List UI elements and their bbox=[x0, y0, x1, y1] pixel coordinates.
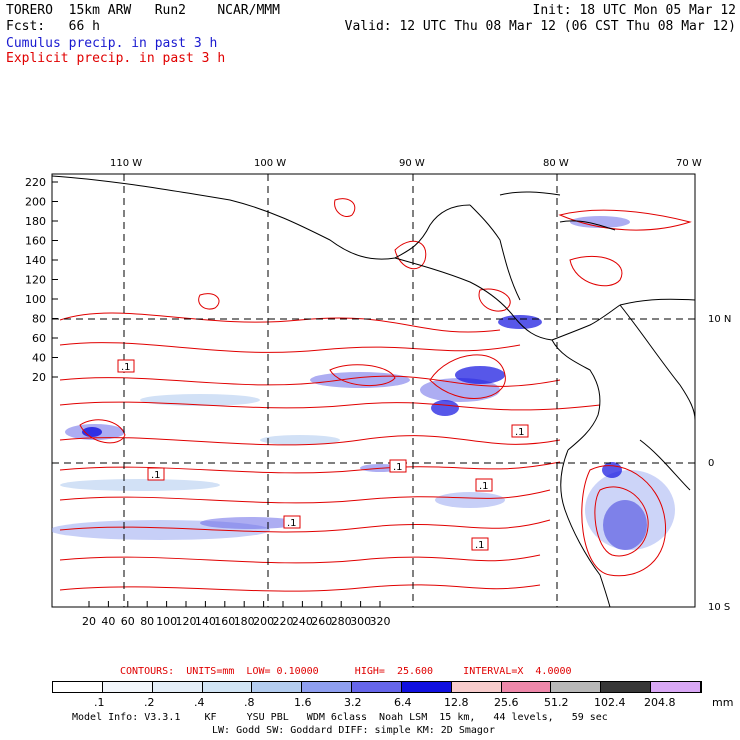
cumulus-field-label: Cumulus precip. in past 3 h bbox=[6, 36, 218, 51]
latitude-labels: 10 N 0 10 S bbox=[708, 314, 731, 613]
x-tick-label: 60 bbox=[121, 615, 135, 628]
lon-label: 70 W bbox=[676, 158, 702, 169]
valid-time: Valid: 12 UTC Thu 08 Mar 12 (06 CST Thu … bbox=[344, 19, 736, 34]
contour-label: .1 bbox=[515, 427, 525, 438]
lat-label: 10 S bbox=[708, 602, 730, 613]
legend-swatch bbox=[152, 682, 203, 692]
x-tick-label: 40 bbox=[101, 615, 115, 628]
legend-swatch bbox=[451, 682, 502, 692]
x-tick-label: 160 bbox=[214, 615, 235, 628]
longitude-labels: 110 W 100 W 90 W 80 W 70 W bbox=[110, 158, 702, 169]
lat-label: 10 N bbox=[708, 314, 731, 325]
x-tick-label: 280 bbox=[331, 615, 352, 628]
y-tick-label: 60 bbox=[32, 332, 46, 345]
forecast-hour: Fcst: 66 h bbox=[6, 19, 100, 34]
y-tick-label: 180 bbox=[25, 215, 46, 228]
legend-bar bbox=[52, 681, 702, 693]
legend-value: 51.2 bbox=[544, 696, 569, 709]
color-legend bbox=[52, 681, 702, 693]
legend-value: 204.8 bbox=[644, 696, 676, 709]
y-tick-label: 40 bbox=[32, 352, 46, 365]
legend-swatch bbox=[302, 682, 353, 692]
lon-label: 80 W bbox=[543, 158, 569, 169]
legend-value: 1.6 bbox=[294, 696, 312, 709]
lat-label: 0 bbox=[708, 458, 714, 469]
model-info: Model Info: V3.3.1 KF YSU PBL WDM 6class… bbox=[72, 712, 608, 723]
legend-swatch bbox=[551, 682, 602, 692]
x-tick-label: 120 bbox=[176, 615, 197, 628]
contour-labels: .1 .1 .1 .1 .1 .1 .1 bbox=[117, 359, 529, 551]
legend-value: .8 bbox=[244, 696, 255, 709]
legend-value: 6.4 bbox=[394, 696, 412, 709]
y-tick-label: 120 bbox=[25, 274, 46, 287]
x-tick-label: 180 bbox=[234, 615, 255, 628]
contour-label: .1 bbox=[287, 518, 297, 529]
x-tick-label: 140 bbox=[195, 615, 216, 628]
y-tick-label: 100 bbox=[25, 293, 46, 306]
contour-label: .1 bbox=[393, 462, 403, 473]
legend-labels: .1 .2 .4 .8 1.6 3.2 6.4 12.8 25.6 51.2 102.4 204.8 m… bbox=[52, 696, 734, 710]
legend-swatch bbox=[53, 682, 103, 692]
x-axis: 20 40 60 80 10012014016018020022024026028030… bbox=[82, 601, 391, 628]
legend-swatch bbox=[252, 682, 303, 692]
legend-value: .2 bbox=[144, 696, 155, 709]
legend-value: 25.6 bbox=[494, 696, 519, 709]
legend-swatch bbox=[102, 682, 153, 692]
x-tick-label: 20 bbox=[82, 615, 96, 628]
y-tick-label: 80 bbox=[32, 313, 46, 326]
lat-lon-grid bbox=[52, 174, 695, 607]
model-title: TORERO 15km ARW Run2 NCAR/MMM bbox=[6, 3, 280, 18]
legend-value: 102.4 bbox=[594, 696, 626, 709]
y-axis: 220 200 180 160 140 120 100 80 60 40 20 bbox=[25, 176, 58, 384]
legend-value: 12.8 bbox=[444, 696, 469, 709]
legend-swatch bbox=[501, 682, 552, 692]
y-tick-label: 140 bbox=[25, 254, 46, 267]
legend-swatch bbox=[651, 682, 701, 692]
precip-map: 110 W 100 W 90 W 80 W 70 W 10 N 0 10 S .… bbox=[25, 158, 731, 628]
legend-swatch bbox=[352, 682, 402, 692]
legend-unit: mm bbox=[712, 696, 734, 709]
legend-value: 3.2 bbox=[344, 696, 362, 709]
init-time: Init: 18 UTC Mon 05 Mar 12 bbox=[532, 3, 737, 18]
y-tick-label: 20 bbox=[32, 371, 46, 384]
explicit-precip-contours bbox=[59, 198, 692, 592]
y-tick-label: 220 bbox=[25, 176, 46, 189]
legend-swatch bbox=[202, 682, 253, 692]
x-tick-label: 240 bbox=[292, 615, 313, 628]
legend-swatch bbox=[401, 682, 452, 692]
x-tick-label: 300 bbox=[350, 615, 371, 628]
y-tick-label: 160 bbox=[25, 235, 46, 248]
explicit-field-label: Explicit precip. in past 3 h bbox=[6, 51, 226, 66]
contour-label: .1 bbox=[121, 362, 131, 373]
contour-label: .1 bbox=[475, 540, 485, 551]
x-tick-label: 200 bbox=[253, 615, 274, 628]
cumulus-precip-areas bbox=[52, 216, 675, 550]
contour-info: CONTOURS: UNITS=mm LOW= 0.10000 HIGH= 25… bbox=[120, 666, 572, 677]
contour-label: .1 bbox=[479, 481, 489, 492]
x-tick-label: 260 bbox=[311, 615, 332, 628]
physics-info: LW: Godd SW: Goddard DIFF: simple KM: 2D… bbox=[212, 725, 495, 736]
coastlines bbox=[52, 175, 695, 607]
x-tick-label: 220 bbox=[273, 615, 294, 628]
legend-swatch bbox=[601, 682, 652, 692]
y-tick-label: 200 bbox=[25, 196, 46, 209]
lon-label: 90 W bbox=[399, 158, 425, 169]
lon-label: 110 W bbox=[110, 158, 142, 169]
lon-label: 100 W bbox=[254, 158, 286, 169]
legend-value: .4 bbox=[194, 696, 205, 709]
contour-label: .1 bbox=[151, 470, 161, 481]
x-tick-label: 80 bbox=[140, 615, 154, 628]
x-tick-label: 320 bbox=[370, 615, 391, 628]
x-tick-label: 100 bbox=[156, 615, 177, 628]
legend-value: .1 bbox=[94, 696, 105, 709]
